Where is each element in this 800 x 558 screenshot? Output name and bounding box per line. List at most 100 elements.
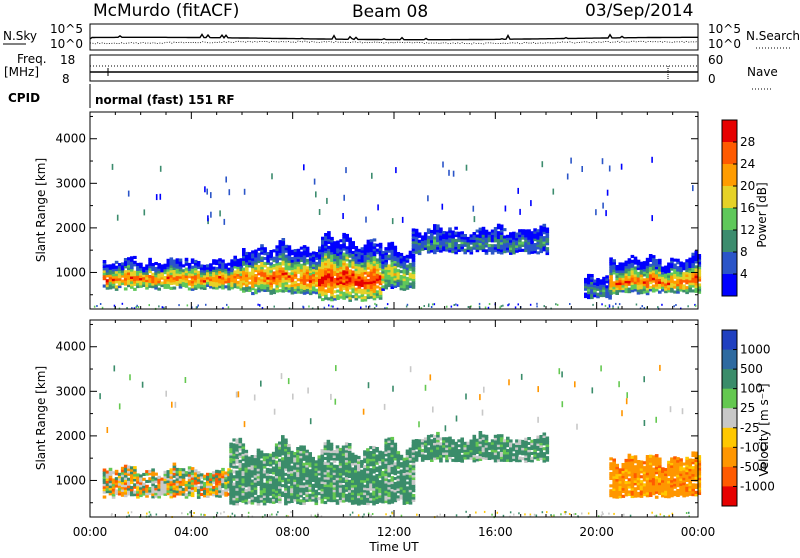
power-ground-speck <box>257 304 259 306</box>
velocity-echo-cell <box>245 450 249 453</box>
velocity-echo-cell <box>251 480 255 483</box>
velocity-echo-cell <box>524 438 528 441</box>
freq-panel: Freq. [MHz] 18 8 60 0 Nave <box>4 52 778 89</box>
power-ground-speck <box>374 303 376 305</box>
power-echo-speck <box>505 206 507 212</box>
power-echo-cell <box>282 238 286 241</box>
velocity-echo-cell <box>327 440 331 443</box>
velocity-echo-cell <box>433 435 437 438</box>
power-echo-cell <box>439 228 443 231</box>
power-echo-cell <box>351 295 355 298</box>
velocity-echo-cell <box>479 431 483 434</box>
power-echo-cell <box>321 237 325 240</box>
power-echo-cell <box>330 237 334 240</box>
power-ground-speck <box>205 304 207 306</box>
power-echo-speck <box>207 215 209 221</box>
power-ground-speck <box>274 306 276 308</box>
power-echo-cell <box>342 253 346 256</box>
power-colorbar-tick-label: 16 <box>740 201 755 215</box>
velocity-echo-cell <box>527 437 531 440</box>
power-echo-cell <box>345 234 349 237</box>
power-echo-cell <box>403 256 407 259</box>
power-ground-speck <box>96 305 98 307</box>
velocity-echo-cell <box>436 432 440 435</box>
power-ground-speck <box>138 306 140 308</box>
power-echo-speck <box>343 195 345 201</box>
velocity-echo-cell <box>357 456 361 459</box>
power-echo-cell <box>266 267 270 270</box>
power-echo-speck <box>602 158 604 164</box>
power-echo-cell <box>381 251 385 254</box>
power-colorbar-tick-label: 4 <box>740 267 748 281</box>
velocity-echo-cell <box>275 461 279 464</box>
velocity-echo-cell <box>266 468 270 471</box>
velocity-echo-cell <box>115 489 119 492</box>
velocity-echo-cell <box>130 466 134 469</box>
power-ground-speck <box>642 305 644 307</box>
power-echo-cell <box>463 249 467 252</box>
noise-panel: N.Sky 10^5 10^0 10^5 10^0 N.Search <box>3 22 800 51</box>
power-echo-speck <box>315 191 317 197</box>
power-echo-cell <box>634 257 638 260</box>
power-echo-speck <box>377 204 379 210</box>
velocity-echo-cell <box>145 470 149 473</box>
power-echo-cell <box>275 245 279 248</box>
velocity-echo-cell <box>348 443 352 446</box>
power-echo-speck <box>219 210 221 216</box>
velocity-echo-cell <box>509 439 513 442</box>
velocity-echo-cell <box>351 467 355 470</box>
power-echo-cell <box>655 259 659 262</box>
velocity-echo-cell <box>342 485 346 488</box>
power-echo-cell <box>590 274 594 277</box>
velocity-echo-cell <box>182 468 186 471</box>
velocity-echo-cell <box>284 439 288 442</box>
power-echo-cell <box>327 297 331 300</box>
freq-tick-top: 18 <box>60 53 75 67</box>
velocity-echo-cell <box>109 468 113 471</box>
power-echo-speck <box>128 191 130 197</box>
power-ground-speck <box>536 305 538 307</box>
power-echo-cell <box>306 247 310 250</box>
velocity-echo-cell <box>457 444 461 447</box>
power-echo-speck <box>595 209 597 215</box>
power-echo-cell <box>442 231 446 234</box>
power-echo-cell <box>494 227 498 230</box>
velocity-echo-cell <box>235 439 239 442</box>
power-echo-cell <box>387 255 391 258</box>
velocity-echo-cell <box>336 445 340 448</box>
power-echo-cell <box>503 235 507 238</box>
power-ground-speck <box>675 304 677 306</box>
power-echo-speck <box>442 204 444 210</box>
power-ground-speck <box>158 305 160 307</box>
power-colorbar-segment <box>722 230 737 253</box>
velocity-echo-cell <box>615 464 619 467</box>
power-echo-speck <box>210 212 212 218</box>
power-echo-cell <box>109 264 113 267</box>
power-ground-speck <box>406 306 408 308</box>
power-echo-cell <box>206 264 210 267</box>
power-echo-cell <box>351 241 355 244</box>
power-ground-speck <box>360 307 362 309</box>
date-title: 03/Sep/2014 <box>585 1 693 21</box>
power-echo-speck <box>271 173 273 179</box>
power-echo-cell <box>215 267 219 270</box>
velocity-echo-cell <box>488 442 492 445</box>
power-echo-speck <box>371 173 373 179</box>
velocity-echo-cell <box>154 485 158 488</box>
velocity-echo-cell <box>302 446 306 449</box>
power-echo-cell <box>543 224 547 227</box>
power-ground-speck <box>431 306 433 308</box>
velocity-echo-cell <box>391 437 395 440</box>
power-echo-speck <box>204 186 206 192</box>
velocity-echo-cell <box>296 447 300 450</box>
power-echo-cell <box>160 264 164 267</box>
velocity-echo-cell <box>235 466 239 469</box>
power-ground-speck <box>612 305 614 307</box>
power-echo-speck <box>225 177 227 183</box>
power-echo-cell <box>327 231 331 234</box>
velocity-echo-cell <box>609 484 613 487</box>
power-echo-cell <box>546 228 550 231</box>
power-echo-cell <box>358 295 362 298</box>
power-echo-cell <box>133 288 137 291</box>
power-ground-speck <box>446 306 448 308</box>
